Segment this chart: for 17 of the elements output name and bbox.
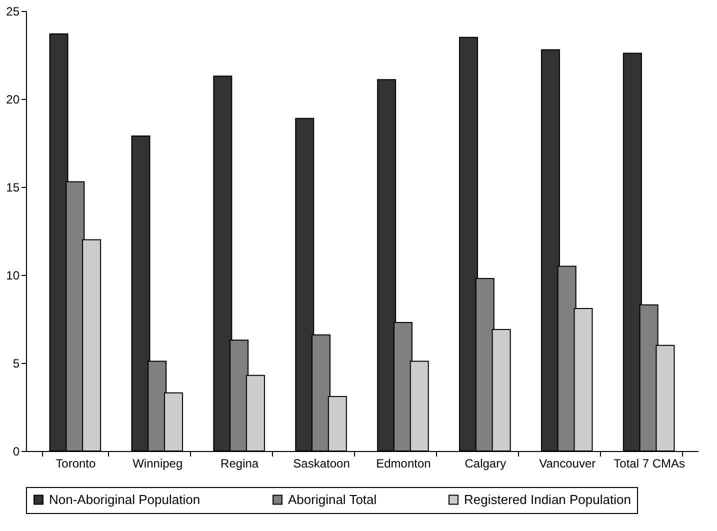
x-tick-label: Total 7 CMAs xyxy=(614,456,686,470)
y-tick-label: 15 xyxy=(6,180,20,194)
y-tick-label: 5 xyxy=(12,356,20,370)
legend-label: Registered Indian Population xyxy=(464,492,631,507)
legend-label: Aboriginal Total xyxy=(288,492,377,507)
y-tick-label: 10 xyxy=(6,268,20,282)
x-tick-label: Calgary xyxy=(464,456,506,470)
x-tick-label: Vancouver xyxy=(539,456,596,470)
x-tick-label: Saskatoon xyxy=(293,456,350,470)
y-tick-label: 25 xyxy=(6,4,20,18)
y-tick-label: 20 xyxy=(6,92,20,106)
x-tick-label: Toronto xyxy=(56,456,96,470)
x-tick-label: Winnipeg xyxy=(132,456,183,470)
x-tick-label: Edmonton xyxy=(376,456,431,470)
x-tick-label: Regina xyxy=(220,456,259,470)
y-tick-label: 0 xyxy=(12,444,20,458)
legend-label: Non-Aboriginal Population xyxy=(49,492,200,507)
